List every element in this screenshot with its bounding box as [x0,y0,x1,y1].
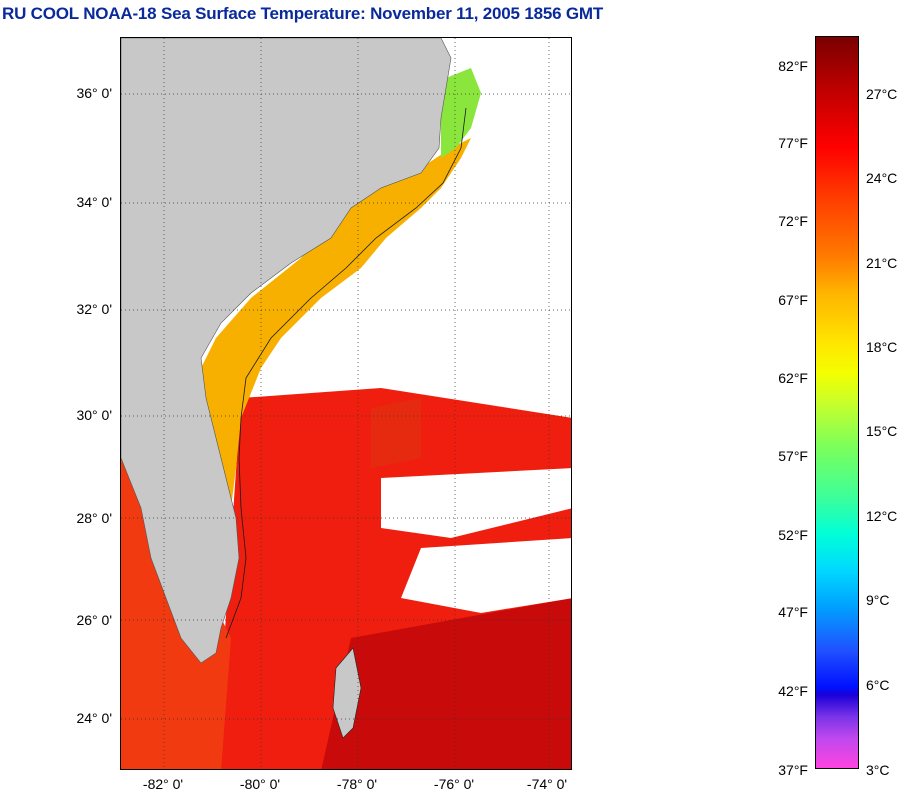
colorbar-label-celsius: 18°C [866,339,898,355]
map-title: RU COOL NOAA-18 Sea Surface Temperature:… [2,4,604,23]
longitude-label: -82° 0' [142,776,184,792]
sst-map [120,37,572,770]
sst-shelf-water-cool [441,68,481,158]
cloud-patch [466,38,571,238]
colorbar-label-fahrenheit: 47°F [778,604,808,620]
cloud-patch [401,538,571,613]
latitude-label: 36° 0' [76,85,112,101]
colorbar-label-celsius: 27°C [866,86,898,102]
longitude-label: -74° 0' [526,776,568,792]
colorbar-label-fahrenheit: 82°F [778,58,808,74]
longitude-label: -76° 0' [433,776,475,792]
colorbar-label-fahrenheit: 62°F [778,370,808,386]
colorbar-label-celsius: 21°C [866,255,898,271]
colorbar-label-fahrenheit: 67°F [778,292,808,308]
colorbar-label-celsius: 3°C [866,762,890,778]
sst-warm-patch [371,398,421,468]
colorbar-label-fahrenheit: 77°F [778,135,808,151]
latitude-label: 32° 0' [76,301,112,317]
colorbar-label-fahrenheit: 57°F [778,448,808,464]
colorbar-label-fahrenheit: 37°F [778,762,808,778]
latitude-label: 34° 0' [76,194,112,210]
sst-hot-water [321,598,571,769]
colorbar-label-fahrenheit: 72°F [778,213,808,229]
graticule-grid [121,38,571,769]
colorbar-label-celsius: 15°C [866,423,898,439]
colorbar-label-celsius: 12°C [866,508,898,524]
latitude-label: 24° 0' [76,710,112,726]
depth-contour-120ft [225,107,467,639]
longitude-label: -80° 0' [239,776,281,792]
temperature-colorbar [815,36,859,769]
latitude-label: 30° 0' [76,407,112,423]
colorbar-label-celsius: 6°C [866,677,890,693]
colorbar-label-celsius: 9°C [866,592,890,608]
longitude-label: -78° 0' [336,776,378,792]
sst-shelf-water [201,138,471,508]
colorbar-label-celsius: 24°C [866,170,898,186]
colorbar-label-fahrenheit: 42°F [778,683,808,699]
latitude-label: 26° 0' [76,612,112,628]
sst-map-canvas [121,38,571,769]
cloud-patch [381,468,571,538]
land-southeast-us [121,38,452,664]
colorbar-label-fahrenheit: 52°F [778,527,808,543]
land-bahamas [332,647,362,739]
latitude-label: 28° 0' [76,510,112,526]
